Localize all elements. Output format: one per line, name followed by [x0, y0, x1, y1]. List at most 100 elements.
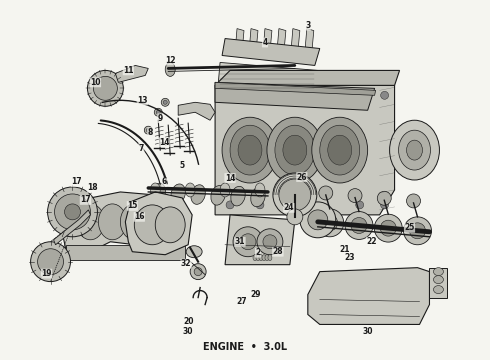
Text: 24: 24 [284, 203, 294, 212]
Polygon shape [218, 62, 318, 92]
Polygon shape [429, 268, 447, 298]
Ellipse shape [404, 217, 432, 245]
Text: 17: 17 [80, 195, 91, 204]
Ellipse shape [226, 201, 234, 209]
Text: 26: 26 [296, 172, 307, 181]
Text: 8: 8 [147, 128, 153, 137]
Text: 28: 28 [272, 247, 283, 256]
Text: 20: 20 [183, 317, 194, 326]
Polygon shape [66, 245, 185, 260]
Ellipse shape [275, 125, 315, 175]
Ellipse shape [410, 223, 425, 239]
Ellipse shape [265, 255, 269, 261]
Text: 31: 31 [235, 237, 245, 246]
Ellipse shape [328, 135, 352, 165]
Text: 30: 30 [363, 327, 373, 336]
Text: 12: 12 [165, 56, 175, 65]
Ellipse shape [348, 189, 362, 203]
Ellipse shape [351, 217, 367, 233]
Ellipse shape [434, 276, 443, 284]
Text: 29: 29 [251, 290, 261, 299]
Ellipse shape [144, 126, 152, 134]
Polygon shape [115, 66, 148, 82]
Polygon shape [53, 210, 91, 245]
Text: 14: 14 [225, 174, 235, 183]
Text: 16: 16 [134, 212, 145, 221]
Ellipse shape [151, 183, 166, 203]
Ellipse shape [262, 255, 266, 261]
Ellipse shape [150, 183, 160, 197]
Ellipse shape [381, 201, 389, 209]
Ellipse shape [48, 187, 98, 237]
Ellipse shape [185, 183, 195, 197]
Text: 17: 17 [71, 177, 82, 186]
Ellipse shape [306, 91, 314, 99]
Polygon shape [249, 28, 258, 53]
Polygon shape [291, 28, 300, 53]
Ellipse shape [186, 246, 202, 258]
Ellipse shape [54, 194, 91, 230]
Polygon shape [305, 28, 314, 53]
Ellipse shape [407, 140, 422, 160]
Ellipse shape [256, 91, 264, 99]
Ellipse shape [98, 204, 126, 240]
Text: 6: 6 [162, 177, 167, 186]
Ellipse shape [65, 204, 80, 220]
Ellipse shape [231, 186, 245, 206]
Ellipse shape [308, 210, 328, 230]
Ellipse shape [356, 91, 364, 99]
Ellipse shape [161, 98, 169, 106]
Ellipse shape [238, 135, 262, 165]
Polygon shape [215, 85, 394, 215]
Ellipse shape [190, 264, 206, 280]
Ellipse shape [279, 179, 311, 211]
Ellipse shape [287, 209, 303, 225]
Text: 10: 10 [90, 78, 100, 87]
Ellipse shape [300, 202, 336, 238]
Ellipse shape [87, 71, 123, 106]
Text: ENGINE  •  3.0L: ENGINE • 3.0L [203, 342, 287, 352]
Ellipse shape [38, 249, 64, 275]
Ellipse shape [94, 76, 118, 100]
Ellipse shape [76, 204, 104, 240]
Polygon shape [277, 28, 286, 53]
Ellipse shape [398, 130, 431, 170]
Text: 25: 25 [404, 223, 415, 232]
Text: 13: 13 [137, 96, 147, 105]
Ellipse shape [322, 215, 338, 231]
Ellipse shape [345, 212, 373, 239]
Ellipse shape [380, 220, 396, 236]
Ellipse shape [253, 255, 257, 261]
Ellipse shape [30, 242, 71, 282]
Ellipse shape [316, 209, 343, 237]
Polygon shape [215, 82, 376, 95]
Ellipse shape [191, 185, 205, 204]
Ellipse shape [273, 173, 317, 217]
Polygon shape [235, 28, 244, 53]
Ellipse shape [251, 187, 265, 207]
Polygon shape [308, 268, 429, 324]
Ellipse shape [134, 205, 170, 245]
Ellipse shape [121, 204, 148, 240]
Text: 7: 7 [139, 144, 144, 153]
Text: 15: 15 [127, 201, 138, 210]
Ellipse shape [211, 185, 225, 205]
Text: 21: 21 [340, 245, 350, 254]
Ellipse shape [163, 100, 167, 104]
Polygon shape [125, 192, 192, 255]
Ellipse shape [194, 268, 202, 276]
Text: 3: 3 [305, 21, 311, 30]
Ellipse shape [154, 108, 162, 116]
Ellipse shape [263, 235, 277, 249]
Ellipse shape [306, 201, 314, 209]
Ellipse shape [147, 128, 150, 132]
Text: 19: 19 [41, 269, 52, 278]
Ellipse shape [233, 227, 263, 257]
Ellipse shape [356, 201, 364, 209]
Ellipse shape [226, 91, 234, 99]
Ellipse shape [142, 204, 170, 240]
Polygon shape [225, 215, 295, 265]
Text: 18: 18 [87, 184, 98, 193]
Ellipse shape [267, 117, 323, 183]
Ellipse shape [434, 285, 443, 293]
